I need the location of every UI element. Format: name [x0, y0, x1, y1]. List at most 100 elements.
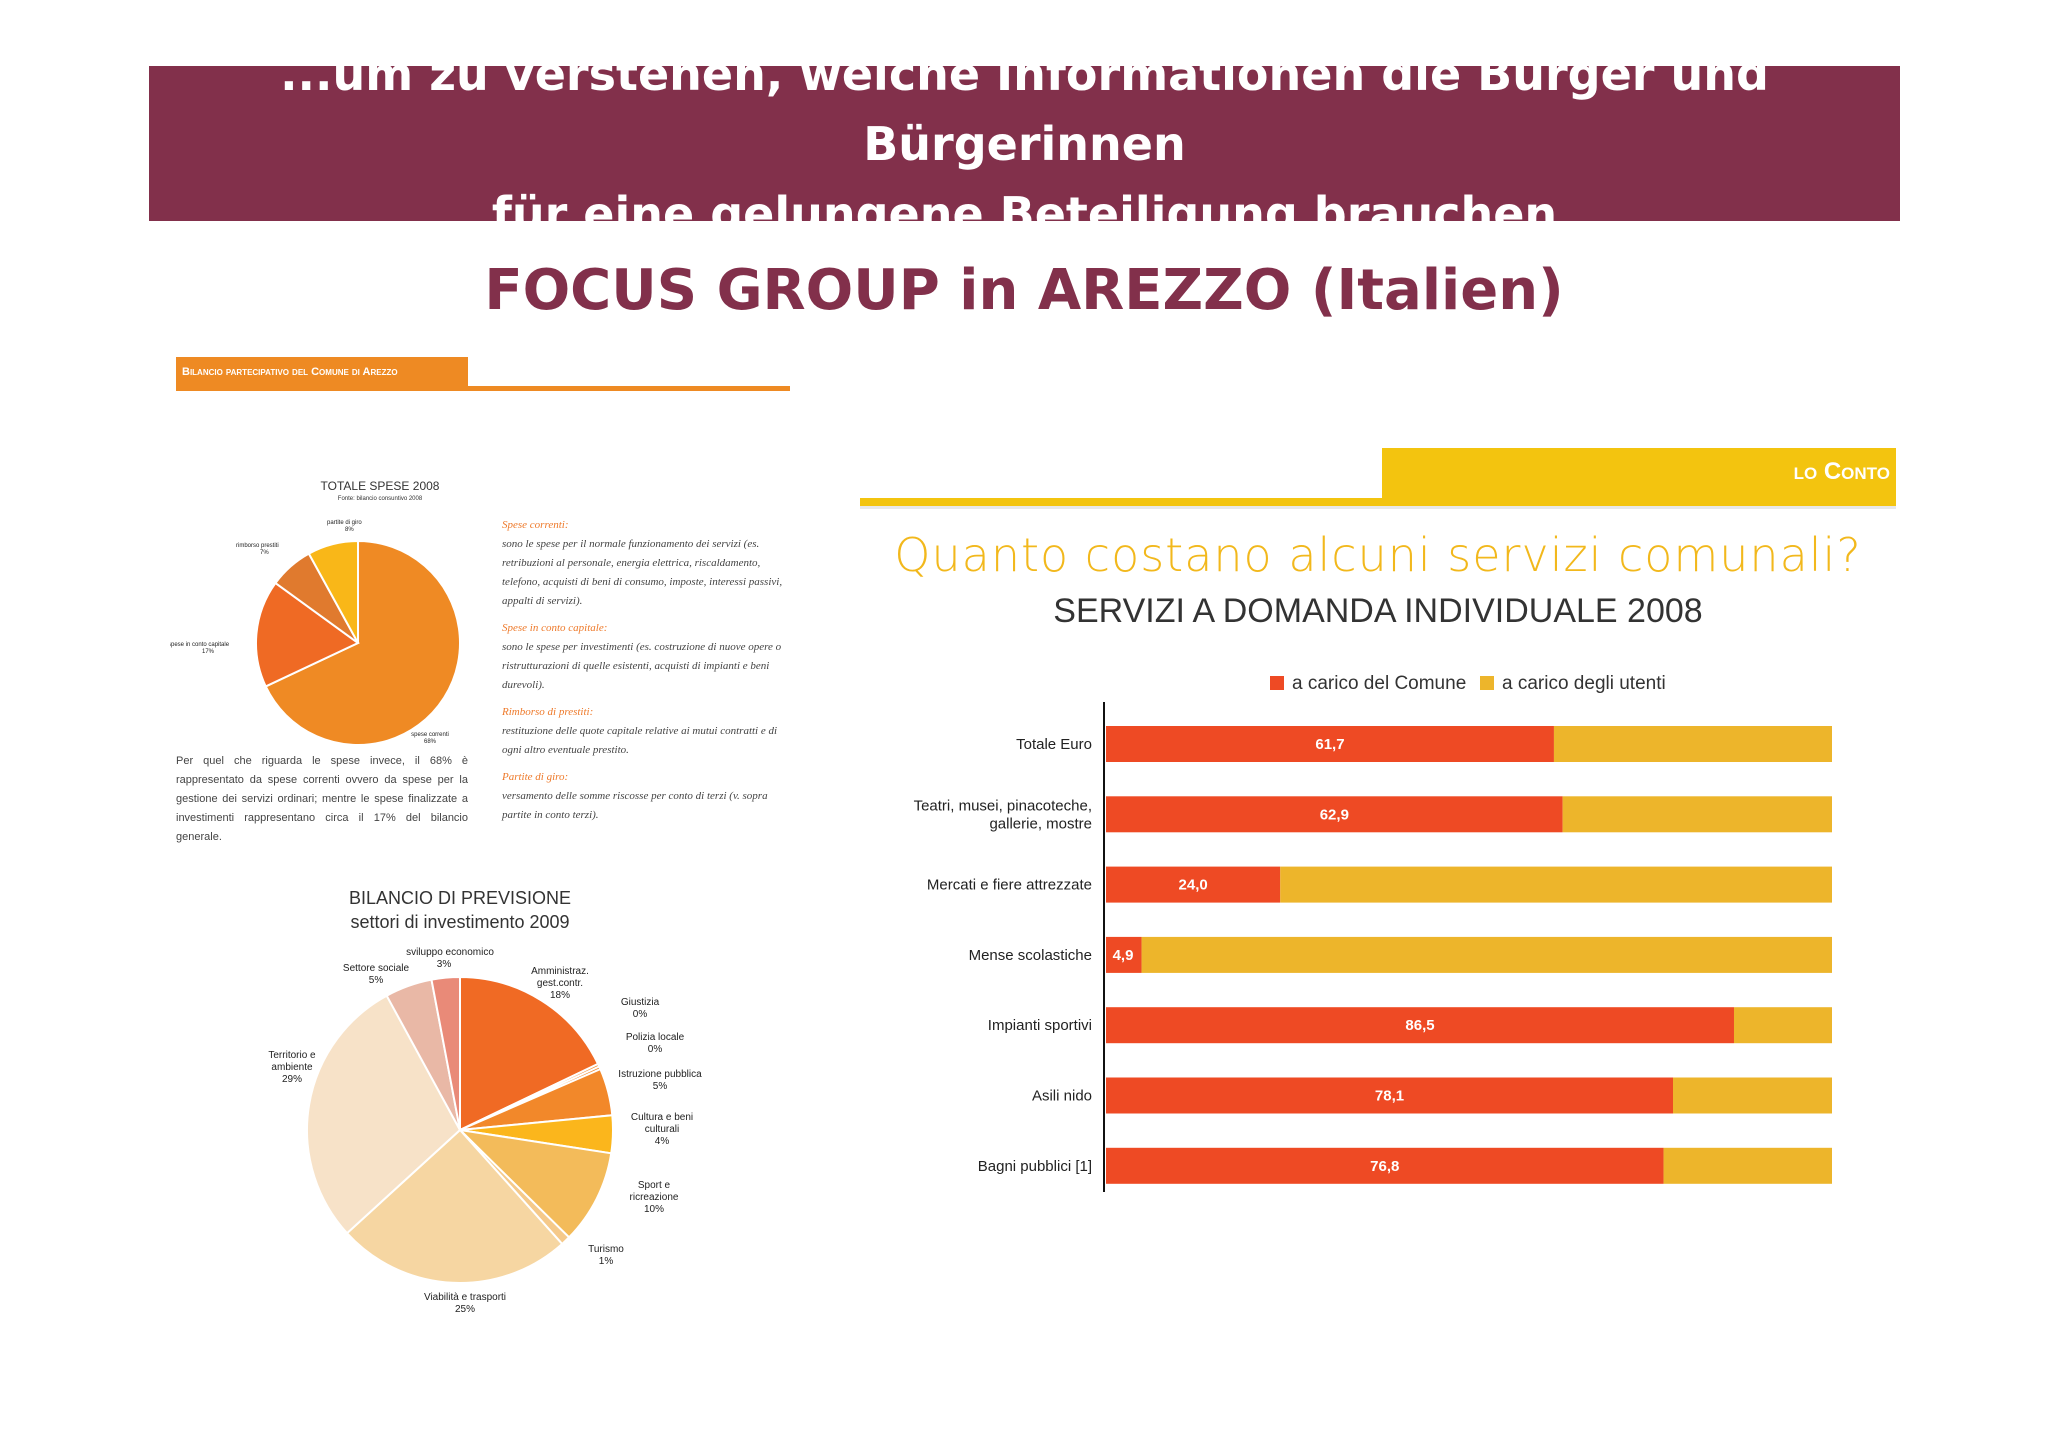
- left-doc-header: Bilancio partecipativo del Comune di Are…: [176, 357, 468, 387]
- slice-label-spese-correnti: spese correnti: [411, 732, 449, 738]
- bar-a-carico-del-comune-0: [1106, 726, 1554, 762]
- bar-a-carico-del-comune-1: [1106, 796, 1563, 833]
- section-header-bar: [1382, 448, 1896, 502]
- pie-chart-spese-2008: TOTALE SPESE 2008 Fonte: bilancio consunt…: [170, 479, 461, 746]
- bar-a-carico-del-comune-2: [1106, 866, 1281, 903]
- slice-percent-istruzione-pubblica: 5%: [653, 1081, 668, 1092]
- category-label: gallerie, mostre: [989, 815, 1092, 832]
- slice-label-viabilit-e-trasporti: Viabilità e trasporti: [424, 1292, 506, 1303]
- pie-slice-amministraz-gest-contr: [459, 975, 600, 1132]
- bar-a-carico-del-comune-6: [1106, 1147, 1664, 1184]
- note-text: sono le spese per investimenti (es. cost…: [502, 641, 782, 691]
- slice-percent-sviluppo-economico: 3%: [437, 959, 452, 970]
- slice-percent-viabilit-e-trasporti: 25%: [455, 1304, 475, 1315]
- bar-a-carico-del-comune-3: [1106, 936, 1142, 973]
- bar-a-carico-degli-utenti-6: [1663, 1147, 1832, 1184]
- bar-value-label: 76,8: [1370, 1158, 1399, 1175]
- slice-label-cultura-e-beni-culturali: culturali: [645, 1124, 679, 1135]
- pie1-subtitle: Fonte: bilancio consuntivo 2008: [338, 496, 423, 502]
- bar-value-label: 61,7: [1315, 736, 1344, 753]
- left-paragraph: Per quel che riguarda le spese invece, i…: [176, 755, 468, 843]
- section-label: lo Conto: [1793, 458, 1890, 485]
- slice-label-spese-in-conto-capitale: spese in conto capitale: [170, 642, 230, 648]
- category-label: Teatri, musei, pinacoteche,: [914, 797, 1092, 814]
- slice-label-sport-e-ricreazione: Sport e: [638, 1180, 671, 1191]
- pie-slice-spese-correnti: [264, 539, 461, 746]
- slice-label-amministraz-gest-contr: Amministraz.: [531, 966, 589, 977]
- pie-slice-spese-in-conto-capitale: [255, 581, 360, 688]
- slice-percent-territorio-e-ambiente: 29%: [282, 1074, 302, 1085]
- slice-label-amministraz-gest-contr: gest.contr.: [537, 978, 583, 989]
- bar-a-carico-degli-utenti-4: [1733, 1007, 1832, 1044]
- slice-label-istruzione-pubblica: Istruzione pubblica: [618, 1069, 702, 1080]
- note-2: Rimborso di prestiti: restituzione delle …: [502, 703, 796, 760]
- slice-percent-spese-in-conto-capitale: 17%: [202, 649, 215, 655]
- category-label: Asili nido: [1032, 1088, 1092, 1105]
- left-doc-header-line: [176, 386, 790, 391]
- legend-swatch-a-carico-degli-utenti: [1480, 676, 1494, 690]
- note-text: restituzione delle quote capitale relati…: [502, 725, 778, 756]
- pie-slice-viabilit-e-trasporti: [345, 1128, 564, 1284]
- slice-label-cultura-e-beni-culturali: Cultura e beni: [631, 1112, 693, 1123]
- pie2-subtitle: settori di investimento 2009: [350, 912, 569, 932]
- note-0: Spese correnti: sono le spese per il norm…: [502, 516, 796, 611]
- pie-chart-investimenti-2009: BILANCIO DI PREVISIONE settori di investi…: [268, 888, 702, 1315]
- slice-percent-polizia-locale: 0%: [648, 1044, 663, 1055]
- slice-percent-rimborso-prestiti: 7%: [260, 550, 269, 556]
- category-label: Impianti sportivi: [988, 1017, 1092, 1034]
- slice-label-settore-sociale: Settore sociale: [343, 963, 410, 974]
- note-text: sono le spese per il normale funzionamen…: [502, 538, 783, 607]
- legend-swatch-a-carico-del-comune: [1270, 676, 1284, 690]
- category-label: Bagni pubblici [1]: [978, 1158, 1092, 1175]
- slice-percent-amministraz-gest-contr: 18%: [550, 990, 570, 1001]
- slice-percent-partite-di-giro: 8%: [345, 527, 354, 533]
- slice-label-sviluppo-economico: sviluppo economico: [406, 947, 494, 958]
- bar-a-carico-degli-utenti-3: [1141, 936, 1832, 973]
- question-title: Quanto costano alcuni servizi comunali?: [894, 528, 1862, 582]
- pie-slice-sviluppo-economico: [430, 975, 461, 1131]
- category-label: Mense scolastiche: [969, 947, 1092, 964]
- bar-a-carico-degli-utenti-1: [1562, 796, 1832, 833]
- pie2-title: BILANCIO DI PREVISIONE: [349, 888, 571, 908]
- bar-a-carico-del-comune-5: [1106, 1077, 1674, 1114]
- note-heading: Rimborso di prestiti:: [502, 706, 594, 718]
- slice-label-turismo: Turismo: [588, 1244, 624, 1255]
- slice-percent-cultura-e-beni-culturali: 4%: [655, 1136, 670, 1147]
- note-3: Partite di giro: versamento delle somme r…: [502, 768, 796, 825]
- slice-percent-settore-sociale: 5%: [369, 975, 384, 986]
- note-heading: Spese correnti:: [502, 519, 569, 531]
- slice-label-territorio-e-ambiente: ambiente: [271, 1062, 313, 1073]
- slice-label-sport-e-ricreazione: ricreazione: [630, 1192, 679, 1203]
- slice-percent-giustizia: 0%: [633, 1009, 648, 1020]
- note-1: Spese in conto capitale: sono le spese pe…: [502, 619, 796, 695]
- bar-value-label: 24,0: [1179, 877, 1208, 894]
- banner-line-1: ...um zu verstehen, welche Informationen…: [280, 46, 1769, 171]
- legend-label-a-carico-degli-utenti: a carico degli utenti: [1502, 673, 1666, 694]
- bar-a-carico-del-comune-4: [1106, 1007, 1734, 1044]
- bar-a-carico-degli-utenti-2: [1280, 866, 1832, 903]
- pie-slice-territorio-e-ambiente: [306, 994, 462, 1235]
- section-header-shadow: [860, 506, 1896, 509]
- note-text: versamento delle somme riscosse per cont…: [502, 790, 768, 821]
- pie-slice-sport-e-ricreazione: [457, 1128, 613, 1239]
- pie1-title: TOTALE SPESE 2008: [321, 479, 440, 493]
- category-label: Totale Euro: [1016, 736, 1092, 753]
- bar-value-label: 78,1: [1375, 1088, 1404, 1105]
- slice-label-territorio-e-ambiente: Territorio e: [268, 1050, 316, 1061]
- bar-a-carico-degli-utenti-0: [1553, 726, 1832, 762]
- note-heading: Partite di giro:: [502, 771, 569, 783]
- category-label: Mercati e fiere attrezzate: [927, 877, 1092, 894]
- notes-block: Spese correnti: sono le spese per il norm…: [502, 516, 796, 833]
- banner-line-2: für eine gelungene Beteiligung brauchen: [491, 186, 1558, 241]
- bar-value-label: 4,9: [1113, 947, 1134, 964]
- bar-value-label: 86,5: [1405, 1017, 1434, 1034]
- slice-percent-turismo: 1%: [599, 1256, 614, 1267]
- bar-a-carico-degli-utenti-5: [1673, 1077, 1832, 1114]
- pie-slice-partite-di-giro: [307, 539, 359, 644]
- note-heading: Spese in conto capitale:: [502, 622, 608, 634]
- slide-subtitle: FOCUS GROUP in AREZZO (Italien): [484, 258, 1564, 323]
- legend-label-a-carico-del-comune: a carico del Comune: [1292, 673, 1466, 694]
- slice-label-polizia-locale: Polizia locale: [626, 1032, 685, 1043]
- slice-label-giustizia: Giustizia: [621, 997, 660, 1008]
- bar-value-label: 62,9: [1320, 806, 1349, 823]
